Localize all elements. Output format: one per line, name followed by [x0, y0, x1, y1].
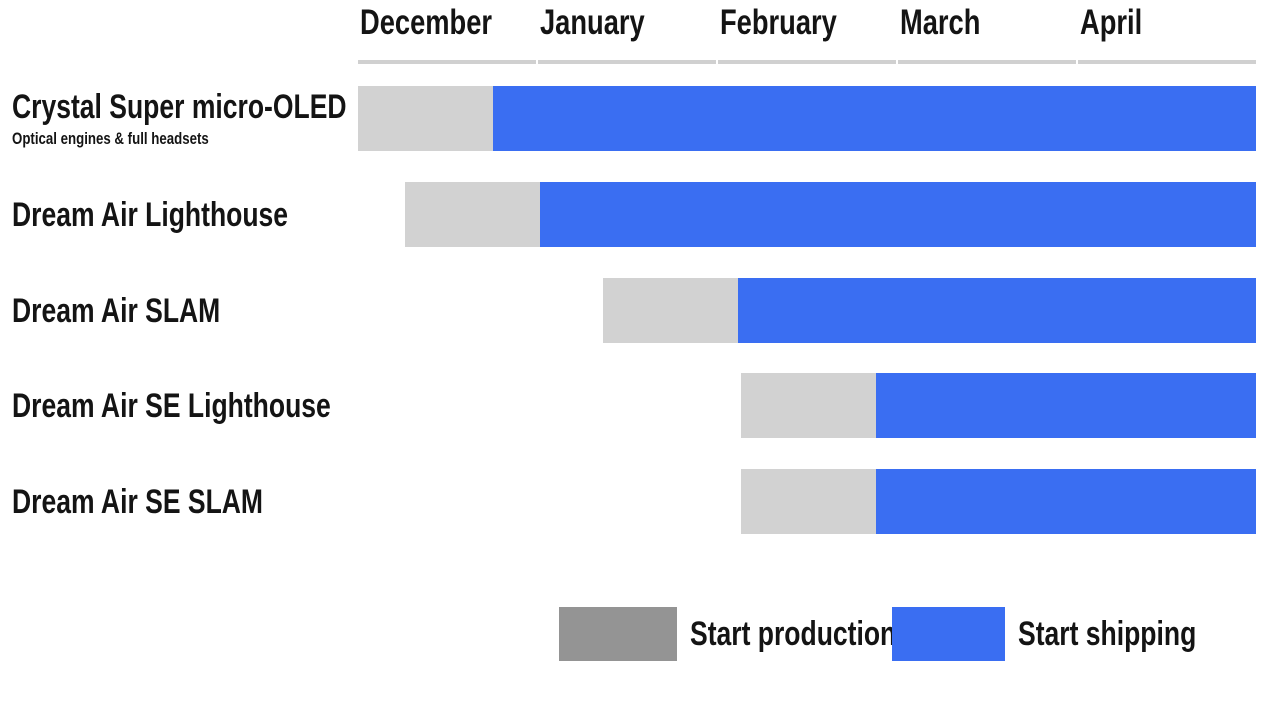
- product-name: Dream Air SE Lighthouse: [12, 386, 331, 425]
- row-label: Dream Air SE Lighthouse: [12, 369, 421, 442]
- month-tick: [1078, 60, 1256, 64]
- month-tick: [358, 60, 536, 64]
- month-label-text: December: [360, 3, 493, 42]
- month-tick: [898, 60, 1076, 64]
- product-name: Crystal Super micro-OLED: [12, 88, 347, 126]
- product-name: Dream Air Lighthouse: [12, 195, 289, 234]
- month-label-text: March: [900, 3, 981, 42]
- production-bar: [741, 373, 876, 438]
- legend-label-shipping: Start shipping: [1018, 615, 1197, 653]
- production-bar: [405, 182, 540, 247]
- product-name: Dream Air SLAM: [12, 291, 221, 330]
- shipping-bar: [540, 182, 1256, 247]
- row-label: Dream Air SLAM: [12, 274, 279, 347]
- production-bar: [741, 469, 876, 534]
- product-subtitle: Optical engines & full headsets: [12, 129, 209, 148]
- month-label: February: [720, 2, 870, 44]
- legend-item-shipping: Start shipping: [892, 607, 1247, 661]
- legend-item-production: Start production: [559, 607, 954, 661]
- product-name: Dream Air SE SLAM: [12, 482, 264, 521]
- month-tick: [718, 60, 896, 64]
- shipping-bar: [738, 278, 1256, 343]
- row-label: Dream Air Lighthouse: [12, 178, 366, 251]
- row-label: Dream Air SE SLAM: [12, 465, 334, 538]
- production-bar: [358, 86, 493, 151]
- month-label: December: [360, 2, 529, 44]
- month-label-text: April: [1080, 3, 1143, 42]
- production-swatch: [559, 607, 677, 661]
- month-column: February: [718, 0, 896, 64]
- shipping-bar: [876, 373, 1256, 438]
- month-column: January: [538, 0, 716, 64]
- month-label-text: February: [720, 3, 837, 42]
- legend-label-production: Start production: [690, 615, 897, 653]
- shipping-bar: [876, 469, 1256, 534]
- production-bar: [603, 278, 738, 343]
- month-tick: [538, 60, 716, 64]
- month-column: April: [1078, 0, 1256, 64]
- month-label: March: [900, 2, 1003, 44]
- month-label: January: [540, 2, 674, 44]
- row-label: Crystal Super micro-OLED Optical engines …: [12, 82, 441, 155]
- month-column: March: [898, 0, 1076, 64]
- month-label-text: January: [540, 3, 645, 42]
- month-column: December: [358, 0, 536, 64]
- month-label: April: [1080, 2, 1160, 44]
- shipping-swatch: [892, 607, 1005, 661]
- shipping-bar: [493, 86, 1256, 151]
